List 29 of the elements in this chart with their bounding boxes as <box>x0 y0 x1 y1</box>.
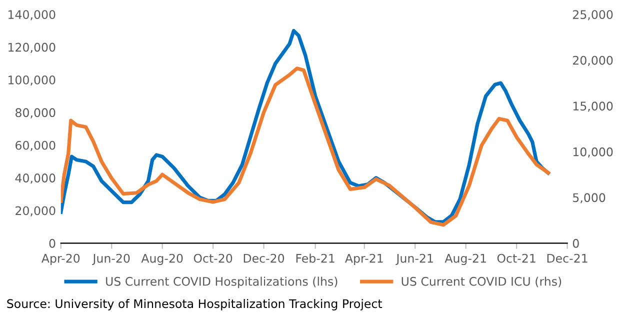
y-tick-label: 140,000 <box>8 10 56 20</box>
x-tick-label: Feb-21 <box>296 254 334 263</box>
y-tick-label: 80,000 <box>16 108 56 118</box>
x-tick-label: Dec-21 <box>547 254 588 263</box>
y2-tick-label: 20,000 <box>573 56 613 66</box>
y-tick-label: 20,000 <box>16 206 56 216</box>
x-tick-label: Apr-21 <box>345 254 383 266</box>
legend-label: US Current COVID ICU (rhs) <box>402 276 562 288</box>
x-tick-label: Oct-21 <box>497 254 536 263</box>
x-tick-label: Jun-21 <box>396 254 433 265</box>
x-tick-label: Apr-20 <box>42 254 80 266</box>
y-tick-label: 120,000 <box>8 42 56 53</box>
y2-tick-label: 25,000 <box>573 10 613 20</box>
source-note: Source: University of Minnesota Hospitalization Tracking Project <box>7 298 382 310</box>
x-tick-label: Aug-20 <box>141 254 183 266</box>
x-tick-label: Aug-21 <box>444 254 486 266</box>
legend-label: US Current COVID Hospitalizations (lhs) <box>106 276 338 288</box>
x-tick-label: Dec-20 <box>244 254 284 263</box>
x-tick-label: Oct-20 <box>194 254 232 263</box>
y-tick-label: 40,000 <box>15 174 56 184</box>
y-tick-label: 60,000 <box>16 140 56 151</box>
y-tick-label: 100,000 <box>8 75 56 86</box>
x-tick-label: Jun-20 <box>92 254 130 265</box>
y2-tick-label: 10,000 <box>573 147 613 158</box>
line-series <box>60 66 550 227</box>
y2-tick-label: 15,000 <box>573 102 613 112</box>
y-tick-label: 0 <box>49 238 56 248</box>
y2-tick-label: 5,000 <box>573 193 606 204</box>
y2-tick-label: 0 <box>572 238 579 248</box>
